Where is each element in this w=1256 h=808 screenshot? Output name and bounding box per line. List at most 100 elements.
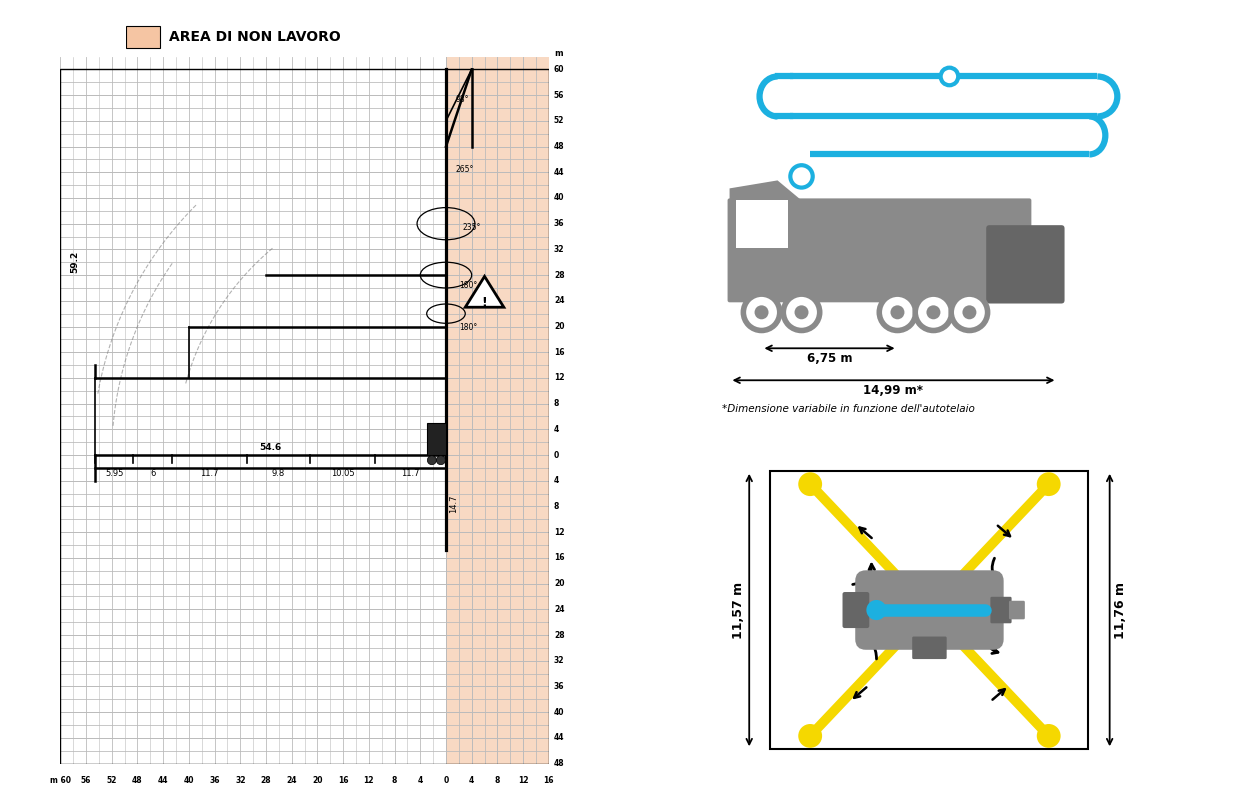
FancyBboxPatch shape bbox=[727, 199, 1031, 302]
Text: 4: 4 bbox=[468, 776, 475, 785]
Circle shape bbox=[795, 305, 809, 319]
Text: 16: 16 bbox=[544, 776, 554, 785]
Text: 59.2: 59.2 bbox=[70, 251, 79, 273]
Circle shape bbox=[744, 294, 780, 330]
Text: 12: 12 bbox=[517, 776, 529, 785]
Text: 32: 32 bbox=[554, 656, 564, 665]
Text: 98°: 98° bbox=[456, 95, 470, 103]
Text: 20: 20 bbox=[554, 322, 564, 331]
Text: 32: 32 bbox=[235, 776, 246, 785]
Circle shape bbox=[784, 294, 820, 330]
FancyBboxPatch shape bbox=[1009, 601, 1025, 619]
Bar bbox=[126, 27, 160, 48]
Text: 8: 8 bbox=[392, 776, 397, 785]
Text: 11,57 m: 11,57 m bbox=[732, 582, 745, 638]
Text: 60: 60 bbox=[554, 65, 564, 74]
Text: 28: 28 bbox=[261, 776, 271, 785]
Text: 40: 40 bbox=[183, 776, 195, 785]
Text: 0: 0 bbox=[554, 451, 559, 460]
Text: 4: 4 bbox=[554, 425, 559, 434]
FancyBboxPatch shape bbox=[843, 592, 869, 628]
Text: 36: 36 bbox=[210, 776, 220, 785]
Text: *Dimensione variabile in funzione dell'autotelaio: *Dimensione variabile in funzione dell'a… bbox=[721, 404, 975, 415]
Text: 56: 56 bbox=[554, 90, 564, 99]
Circle shape bbox=[1036, 472, 1060, 496]
Text: 24: 24 bbox=[554, 605, 564, 614]
Text: AREA DI NON LAVORO: AREA DI NON LAVORO bbox=[168, 30, 340, 44]
Circle shape bbox=[427, 456, 436, 465]
FancyBboxPatch shape bbox=[912, 637, 947, 659]
Text: !: ! bbox=[481, 296, 487, 309]
Polygon shape bbox=[465, 276, 504, 307]
Text: 14.7: 14.7 bbox=[450, 494, 458, 512]
Text: 20: 20 bbox=[554, 579, 564, 588]
Text: 16: 16 bbox=[338, 776, 348, 785]
Circle shape bbox=[755, 305, 769, 319]
Text: 0: 0 bbox=[443, 776, 448, 785]
FancyBboxPatch shape bbox=[991, 597, 1011, 623]
Text: 8: 8 bbox=[495, 776, 500, 785]
Circle shape bbox=[916, 294, 952, 330]
Circle shape bbox=[879, 294, 916, 330]
Text: 40: 40 bbox=[554, 708, 564, 717]
Text: 8: 8 bbox=[554, 502, 559, 511]
Text: 44: 44 bbox=[554, 168, 564, 177]
Text: 11.7: 11.7 bbox=[200, 469, 219, 478]
Text: 24: 24 bbox=[286, 776, 296, 785]
Text: m 60: m 60 bbox=[50, 776, 70, 785]
Text: m: m bbox=[554, 48, 563, 58]
Text: 180°: 180° bbox=[458, 281, 477, 290]
Text: 36: 36 bbox=[554, 219, 564, 228]
Text: 28: 28 bbox=[554, 630, 565, 639]
Circle shape bbox=[962, 305, 976, 319]
Bar bbox=[736, 200, 788, 248]
Text: 11.7: 11.7 bbox=[402, 469, 420, 478]
Text: 48: 48 bbox=[132, 776, 143, 785]
Text: 6,75 m: 6,75 m bbox=[806, 352, 853, 365]
Text: 5.95: 5.95 bbox=[106, 469, 123, 478]
Bar bbox=[770, 471, 1089, 749]
Text: 48: 48 bbox=[554, 142, 565, 151]
Text: 52: 52 bbox=[107, 776, 117, 785]
Text: 8: 8 bbox=[554, 399, 559, 408]
Circle shape bbox=[1036, 724, 1060, 748]
Text: 235°: 235° bbox=[462, 223, 481, 232]
Text: 16: 16 bbox=[554, 553, 564, 562]
Text: 54.6: 54.6 bbox=[260, 443, 281, 452]
Text: 9.8: 9.8 bbox=[273, 469, 285, 478]
Text: 14,99 m*: 14,99 m* bbox=[863, 385, 923, 398]
Circle shape bbox=[799, 724, 823, 748]
Text: 11,76 m: 11,76 m bbox=[1114, 582, 1127, 638]
Text: 36: 36 bbox=[554, 682, 564, 691]
Circle shape bbox=[941, 68, 958, 86]
Text: 48: 48 bbox=[554, 759, 565, 768]
Text: 40: 40 bbox=[554, 193, 564, 203]
Text: 24: 24 bbox=[554, 297, 564, 305]
Text: 180°: 180° bbox=[458, 322, 477, 332]
Text: 4: 4 bbox=[554, 476, 559, 486]
Circle shape bbox=[799, 472, 823, 496]
Text: 12: 12 bbox=[363, 776, 374, 785]
FancyBboxPatch shape bbox=[986, 225, 1065, 304]
Circle shape bbox=[790, 165, 813, 187]
Text: 4: 4 bbox=[418, 776, 423, 785]
Text: 6: 6 bbox=[149, 469, 156, 478]
Circle shape bbox=[927, 305, 941, 319]
Circle shape bbox=[951, 294, 987, 330]
Text: 265°: 265° bbox=[456, 166, 474, 175]
Polygon shape bbox=[427, 423, 446, 455]
Text: 16: 16 bbox=[554, 347, 564, 356]
Text: 44: 44 bbox=[554, 734, 564, 743]
Text: 12: 12 bbox=[554, 528, 564, 537]
Circle shape bbox=[867, 600, 887, 620]
Text: 20: 20 bbox=[313, 776, 323, 785]
Text: 10.05: 10.05 bbox=[330, 469, 354, 478]
FancyBboxPatch shape bbox=[855, 570, 1004, 650]
Text: 32: 32 bbox=[554, 245, 564, 254]
Bar bbox=[446, 57, 549, 764]
Text: 44: 44 bbox=[158, 776, 168, 785]
Text: 56: 56 bbox=[80, 776, 92, 785]
Circle shape bbox=[891, 305, 904, 319]
Circle shape bbox=[436, 456, 446, 465]
Polygon shape bbox=[730, 180, 801, 301]
